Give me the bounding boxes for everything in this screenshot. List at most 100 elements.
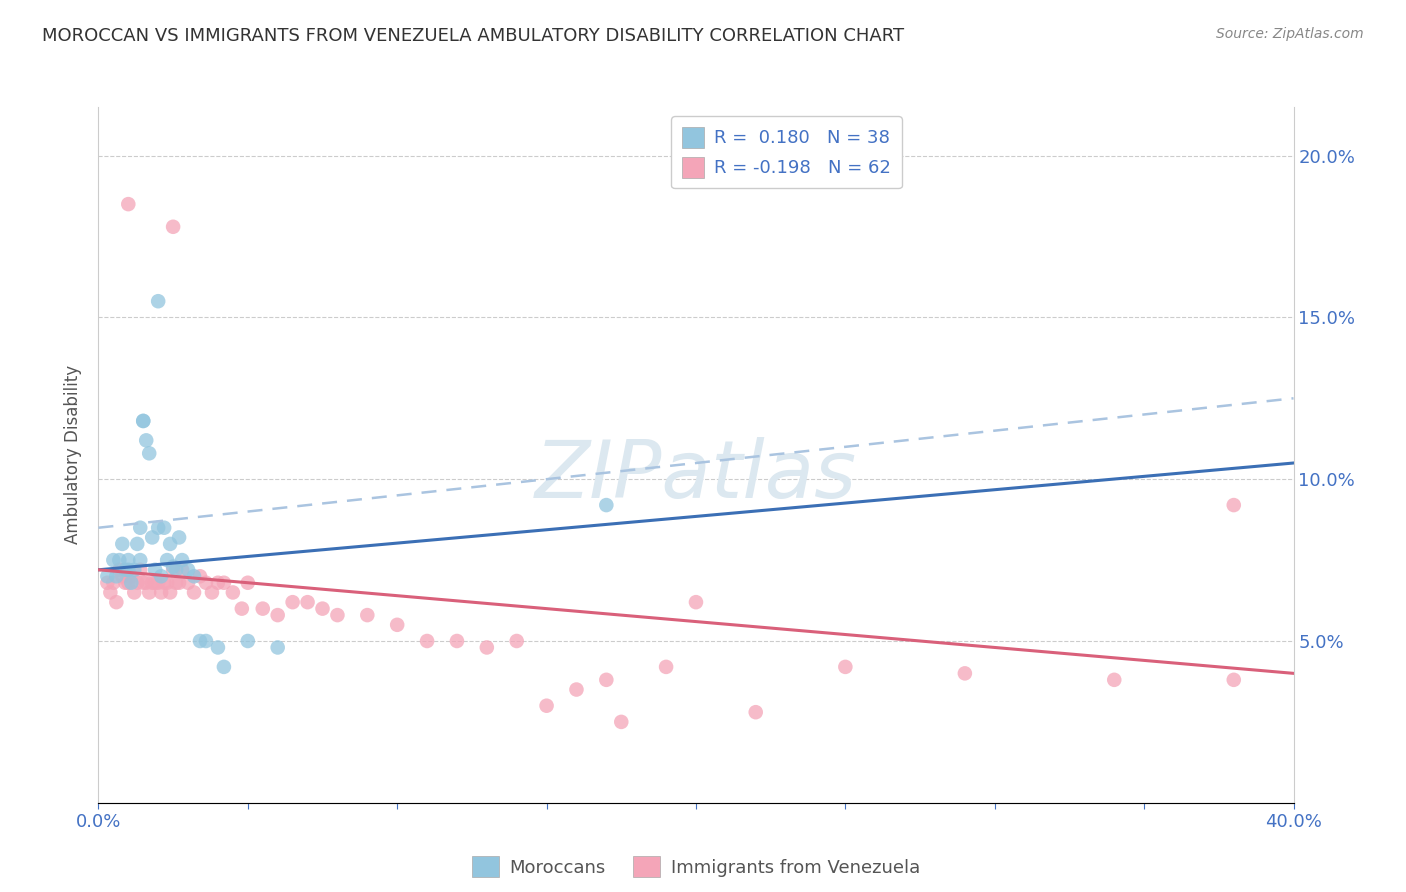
Point [105, 569, 128, 583]
Point [207, 575, 229, 590]
Point [148, 294, 170, 309]
Point [127, 575, 149, 590]
Point [446, 634, 468, 648]
Point [150, 585, 173, 599]
Point [100, 585, 122, 599]
Point [117, 575, 139, 590]
Point [150, 569, 173, 583]
Point [132, 414, 155, 428]
Point [745, 705, 768, 719]
Point [138, 585, 160, 599]
Point [595, 673, 617, 687]
Point [108, 563, 131, 577]
Point [162, 563, 184, 577]
Point [167, 575, 190, 590]
Point [120, 569, 142, 583]
Point [105, 595, 128, 609]
Point [183, 569, 205, 583]
Point [117, 563, 139, 577]
Point [159, 585, 181, 599]
Point [124, 563, 146, 577]
Point [610, 714, 633, 729]
Point [156, 553, 179, 567]
Point [141, 531, 163, 545]
Point [165, 575, 187, 590]
Point [129, 553, 152, 567]
Point [143, 563, 166, 577]
Point [1223, 498, 1246, 512]
Point [108, 553, 131, 567]
Point [281, 595, 304, 609]
Point [188, 634, 211, 648]
Point [111, 569, 134, 583]
Point [153, 575, 176, 590]
Point [96, 575, 118, 590]
Point [129, 521, 152, 535]
Point [1223, 673, 1246, 687]
Point [236, 575, 259, 590]
Point [207, 640, 229, 655]
Point [188, 569, 211, 583]
Text: Source: ZipAtlas.com: Source: ZipAtlas.com [1216, 27, 1364, 41]
Point [132, 575, 155, 590]
Point [135, 434, 157, 448]
Point [141, 575, 163, 590]
Point [167, 531, 190, 545]
Point [953, 666, 976, 681]
Point [135, 575, 157, 590]
Point [114, 563, 136, 577]
Point [148, 521, 170, 535]
Point [252, 601, 274, 615]
Point [159, 537, 181, 551]
Point [127, 537, 149, 551]
Point [148, 575, 170, 590]
Point [222, 585, 245, 599]
Point [475, 640, 498, 655]
Y-axis label: Ambulatory Disability: Ambulatory Disability [63, 366, 82, 544]
Point [565, 682, 588, 697]
Point [103, 553, 125, 567]
Point [120, 575, 142, 590]
Point [655, 660, 678, 674]
Point [195, 575, 218, 590]
Point [172, 563, 194, 577]
Point [103, 575, 125, 590]
Point [236, 634, 259, 648]
Point [143, 575, 166, 590]
Point [595, 498, 617, 512]
Point [231, 601, 253, 615]
Point [172, 553, 194, 567]
Point [129, 563, 152, 577]
Point [183, 585, 205, 599]
Point [267, 608, 290, 623]
Point [138, 446, 160, 460]
Point [212, 575, 235, 590]
Point [311, 601, 333, 615]
Point [177, 563, 200, 577]
Text: MOROCCAN VS IMMIGRANTS FROM VENEZUELA AMBULATORY DISABILITY CORRELATION CHART: MOROCCAN VS IMMIGRANTS FROM VENEZUELA AM… [42, 27, 904, 45]
Point [124, 585, 146, 599]
Point [416, 634, 439, 648]
Point [326, 608, 349, 623]
Point [162, 559, 184, 574]
Point [536, 698, 558, 713]
Point [356, 608, 378, 623]
Point [506, 634, 529, 648]
Point [165, 563, 187, 577]
Point [156, 575, 179, 590]
Point [834, 660, 856, 674]
Point [267, 640, 290, 655]
Point [153, 521, 176, 535]
Point [132, 414, 155, 428]
Point [117, 197, 139, 211]
Point [117, 553, 139, 567]
Point [111, 537, 134, 551]
Point [212, 660, 235, 674]
Text: ZIPatlas: ZIPatlas [534, 437, 858, 515]
Legend: Moroccans, Immigrants from Venezuela: Moroccans, Immigrants from Venezuela [464, 849, 928, 884]
Point [96, 569, 118, 583]
Point [114, 575, 136, 590]
Point [201, 585, 224, 599]
Point [685, 595, 707, 609]
Point [1104, 673, 1126, 687]
